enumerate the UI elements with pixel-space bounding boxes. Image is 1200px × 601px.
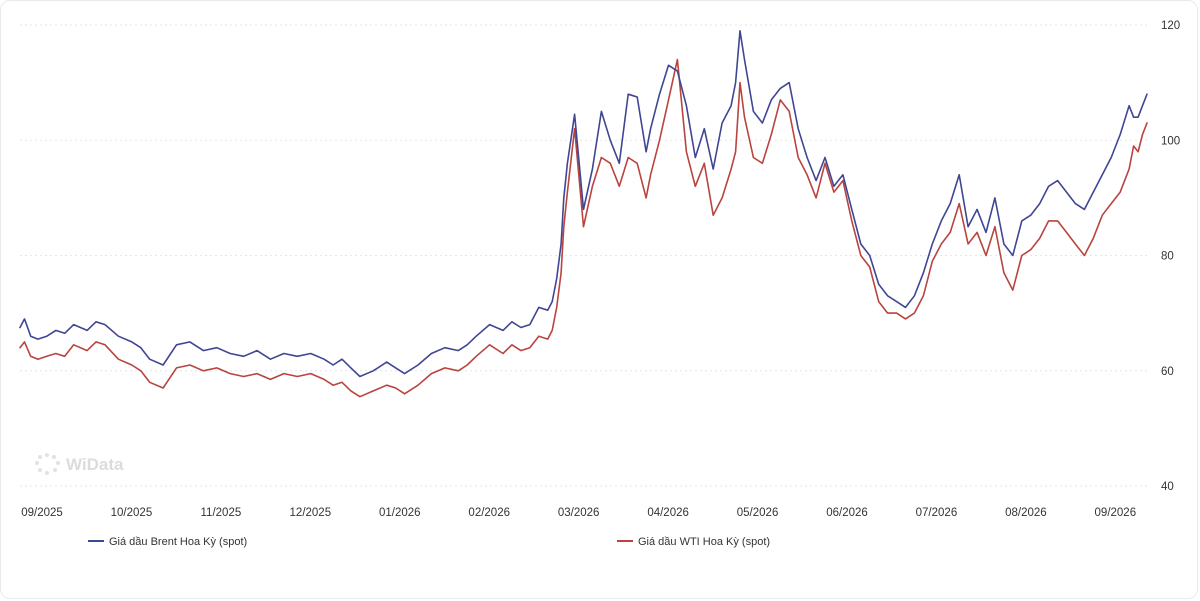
series-line-wti[interactable]	[19, 58, 1148, 398]
y-tick-label: 40	[1161, 481, 1174, 493]
x-tick-label: 09/2025	[21, 507, 63, 519]
x-tick-label: 12/2025	[290, 507, 332, 519]
x-tick-label: 01/2026	[379, 507, 421, 519]
series-line-brent[interactable]	[19, 30, 1148, 378]
legend-item-wti[interactable]: Giá dầu WTI Hoa Kỳ (spot)	[617, 536, 770, 548]
y-tick-label: 120	[1161, 20, 1180, 32]
widata-dots-icon	[35, 453, 60, 475]
y-tick-label: 80	[1161, 251, 1174, 263]
x-tick-label: 09/2026	[1095, 507, 1137, 519]
y-axis-ticks: 40 60 80 100 120	[1161, 20, 1180, 493]
x-tick-label: 02/2026	[468, 507, 510, 519]
x-tick-label: 08/2026	[1005, 507, 1047, 519]
x-tick-label: 03/2026	[558, 507, 600, 519]
legend-label-brent: Giá dầu Brent Hoa Kỳ (spot)	[109, 536, 247, 548]
x-tick-label: 11/2025	[201, 507, 242, 519]
legend[interactable]: Giá dầu Brent Hoa Kỳ (spot) Giá dầu WTI …	[88, 536, 770, 548]
watermark-logo: WiData	[35, 453, 124, 475]
watermark-text: WiData	[66, 455, 124, 474]
x-tick-label: 06/2026	[826, 507, 868, 519]
gridlines	[20, 24, 1147, 487]
x-tick-label: 05/2026	[737, 507, 779, 519]
legend-label-wti: Giá dầu WTI Hoa Kỳ (spot)	[638, 536, 770, 548]
x-axis-ticks: 09/2025 10/2025 11/2025 12/2025 01/2026 02/20…	[21, 507, 1136, 519]
x-tick-label: 04/2026	[647, 507, 689, 519]
y-tick-label: 100	[1161, 135, 1180, 147]
y-tick-label: 60	[1161, 366, 1174, 378]
series-lines	[19, 30, 1148, 398]
x-tick-label: 07/2026	[916, 507, 958, 519]
x-tick-label: 10/2025	[111, 507, 153, 519]
legend-item-brent[interactable]: Giá dầu Brent Hoa Kỳ (spot)	[88, 536, 247, 548]
